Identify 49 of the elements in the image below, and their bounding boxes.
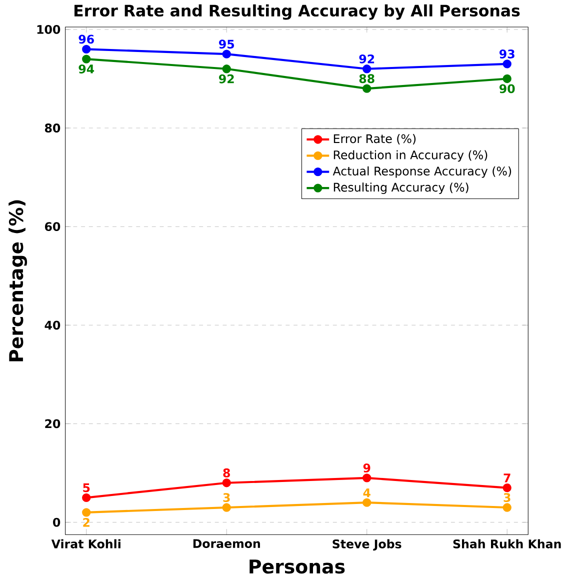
x-tick-label: Steve Jobs [332, 539, 402, 551]
point [222, 50, 231, 58]
data-label: 88 [359, 74, 374, 84]
data-label: 9 [363, 464, 370, 472]
data-label: 90 [499, 84, 515, 94]
point [502, 503, 512, 512]
data-label: 5 [83, 483, 90, 492]
x-axis-title: Personas [250, 560, 345, 574]
chart-title: Error Rate and Resulting Accuracy by All Personas [74, 4, 520, 20]
data-label: 8 [223, 468, 230, 478]
point [222, 64, 231, 74]
y-tick-label: 60 [44, 222, 60, 232]
point [362, 84, 372, 93]
point [502, 74, 512, 84]
point [82, 54, 91, 64]
data-label: 92 [359, 54, 374, 64]
x-tick-label: Doraemon [193, 539, 260, 548]
y-tick-label: 40 [44, 320, 60, 330]
point [362, 64, 372, 74]
data-label: 7 [504, 474, 510, 482]
point [502, 483, 512, 492]
point [222, 478, 231, 488]
y-tick-label: 0 [52, 518, 60, 527]
x-tick-label: Shah Rukh Khan [453, 539, 561, 548]
y-tick-label: 80 [44, 124, 60, 132]
y-axis-title: Percentage (%) [8, 200, 27, 362]
x-tick-label: Virat Kohli [51, 539, 120, 548]
y-tick-label: 20 [45, 419, 60, 428]
data-label: 2 [83, 518, 90, 527]
data-label: 95 [218, 40, 234, 49]
point [362, 498, 372, 507]
point [82, 493, 91, 502]
point [82, 508, 91, 517]
data-label: 3 [223, 493, 230, 502]
data-label: 4 [363, 488, 370, 498]
y-tick-label: 100 [37, 24, 60, 34]
point [502, 60, 512, 68]
legend-label: Actual Response Accuracy (%) [332, 166, 512, 178]
data-label: 93 [499, 50, 514, 58]
data-label: 92 [218, 74, 234, 84]
legend-label: Error Rate (%) [334, 134, 416, 145]
point [82, 44, 91, 54]
legend-label: Resulting Accuracy (%) [334, 182, 468, 194]
point [222, 503, 231, 512]
data-label: 96 [78, 34, 94, 44]
legend-label: Reduction in Accuracy (%) [334, 150, 488, 162]
point [362, 474, 372, 482]
data-label: 3 [504, 493, 510, 502]
data-label: 94 [78, 64, 94, 74]
